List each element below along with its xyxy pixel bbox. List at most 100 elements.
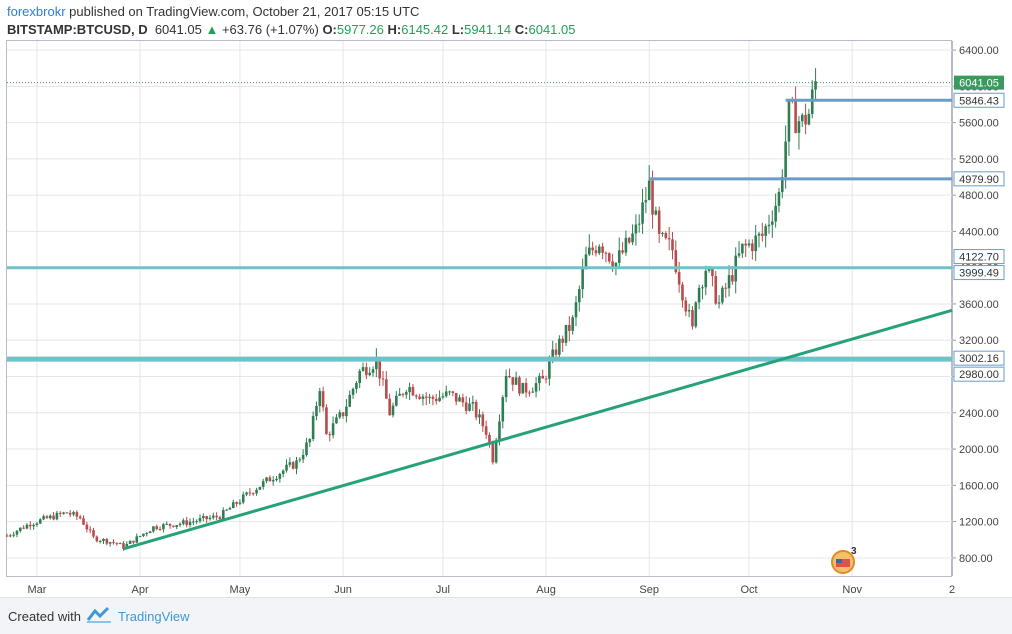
y-tick-label: 3600.00 bbox=[959, 299, 999, 311]
candle-up bbox=[175, 525, 179, 527]
candle-down bbox=[744, 243, 747, 246]
x-tick-label: Jun bbox=[334, 584, 352, 596]
x-tick-label: 2 bbox=[949, 584, 955, 596]
candle-down bbox=[627, 237, 631, 243]
price-label-border bbox=[953, 171, 1005, 187]
badge-flag-stripe bbox=[836, 559, 850, 567]
candle-up bbox=[754, 235, 757, 252]
candle-up bbox=[687, 310, 691, 312]
candle-up bbox=[255, 489, 258, 494]
candle-down bbox=[464, 402, 468, 411]
candle-down bbox=[554, 349, 558, 355]
candle-down bbox=[434, 398, 438, 402]
candle-down bbox=[591, 247, 594, 251]
candle-up bbox=[135, 536, 139, 543]
candle-down bbox=[251, 493, 255, 495]
close-label: C: bbox=[514, 22, 529, 37]
candle-up bbox=[647, 180, 651, 201]
candle-up bbox=[148, 531, 152, 534]
candle-up bbox=[102, 538, 105, 542]
candle-up bbox=[278, 473, 282, 479]
candle-down bbox=[168, 523, 172, 526]
candle-up bbox=[258, 486, 262, 490]
badge-count: 3 bbox=[851, 546, 857, 557]
candle-up bbox=[641, 202, 644, 224]
candle-up bbox=[358, 370, 362, 384]
candle-up bbox=[694, 302, 698, 327]
symbol-line: BITSTAMP:BTCUSD, D 6041.05 ▲ +63.76 (+1.… bbox=[7, 21, 947, 39]
candle-up bbox=[564, 324, 568, 343]
candle-up bbox=[305, 442, 308, 455]
low-label: L: bbox=[451, 22, 465, 37]
x-tick-label: Apr bbox=[132, 584, 149, 596]
level-price-label: 4122.70 bbox=[959, 252, 999, 264]
price-label-border bbox=[953, 249, 1005, 265]
candle-up bbox=[408, 387, 411, 393]
candle-up bbox=[441, 396, 445, 398]
level-price-label-bg bbox=[954, 93, 1004, 108]
candle-down bbox=[65, 512, 69, 514]
candle-down bbox=[385, 379, 388, 399]
close-value: 6041.05 bbox=[528, 22, 576, 37]
candle-down bbox=[524, 382, 528, 393]
candle-down bbox=[518, 377, 521, 394]
candle-up bbox=[558, 338, 561, 355]
candle-up bbox=[281, 470, 285, 474]
candle-up bbox=[741, 243, 744, 254]
candle-down bbox=[671, 239, 674, 251]
price-label-border bbox=[953, 92, 1005, 108]
candle-up bbox=[521, 382, 525, 394]
candle-up bbox=[301, 454, 305, 460]
open-label: O: bbox=[322, 22, 337, 37]
candle-up bbox=[404, 392, 408, 395]
price-chart[interactable]: 800.001200.001600.002000.002400.002800.0… bbox=[0, 0, 1012, 597]
candle-down bbox=[541, 375, 545, 379]
x-tick-label: Jul bbox=[436, 584, 450, 596]
author-link[interactable]: forexbrokr bbox=[7, 4, 66, 19]
trendline bbox=[123, 308, 953, 551]
candle-up bbox=[192, 521, 195, 523]
candle-up bbox=[747, 243, 751, 246]
candle-up bbox=[421, 396, 425, 399]
y-tick-label: 2000.00 bbox=[959, 444, 999, 456]
candle-down bbox=[58, 512, 62, 514]
footer: Created with TradingView bbox=[0, 597, 1012, 634]
candle-down bbox=[751, 243, 754, 252]
tradingview-logo-icon bbox=[86, 606, 111, 623]
candle-up bbox=[118, 543, 122, 545]
candle-down bbox=[424, 396, 428, 398]
y-tick-label: 5200.00 bbox=[959, 154, 999, 166]
candle-up bbox=[285, 464, 288, 471]
candle-up bbox=[654, 210, 658, 215]
candle-up bbox=[225, 509, 228, 511]
candle-up bbox=[198, 518, 202, 522]
tradingview-brand-link[interactable]: TradingView bbox=[118, 609, 190, 624]
candle-down bbox=[5, 535, 9, 537]
candle-up bbox=[581, 269, 584, 290]
candle-down bbox=[528, 392, 531, 394]
candle-down bbox=[291, 462, 295, 469]
candle-down bbox=[401, 393, 405, 395]
candle-up bbox=[311, 416, 315, 440]
candle-up bbox=[428, 396, 431, 398]
symbol-name[interactable]: BITSTAMP:BTCUSD, D bbox=[7, 22, 148, 37]
candle-up bbox=[707, 268, 711, 271]
candle-down bbox=[68, 512, 72, 515]
candle-up bbox=[165, 523, 169, 525]
candle-down bbox=[594, 250, 598, 254]
x-tick-label: Oct bbox=[740, 584, 757, 596]
candle-up bbox=[814, 81, 817, 90]
candle-up bbox=[498, 421, 501, 442]
candle-down bbox=[511, 377, 515, 385]
y-tick-label: 6400.00 bbox=[959, 45, 999, 57]
candle-down bbox=[414, 395, 418, 397]
level-price-label-bg bbox=[954, 171, 1004, 186]
high-label: H: bbox=[387, 22, 402, 37]
candle-down bbox=[724, 287, 728, 289]
candle-up bbox=[361, 367, 365, 371]
candle-down bbox=[461, 397, 465, 403]
candle-down bbox=[481, 414, 485, 427]
candle-down bbox=[365, 367, 368, 376]
candle-down bbox=[508, 376, 511, 378]
candle-down bbox=[761, 233, 764, 236]
